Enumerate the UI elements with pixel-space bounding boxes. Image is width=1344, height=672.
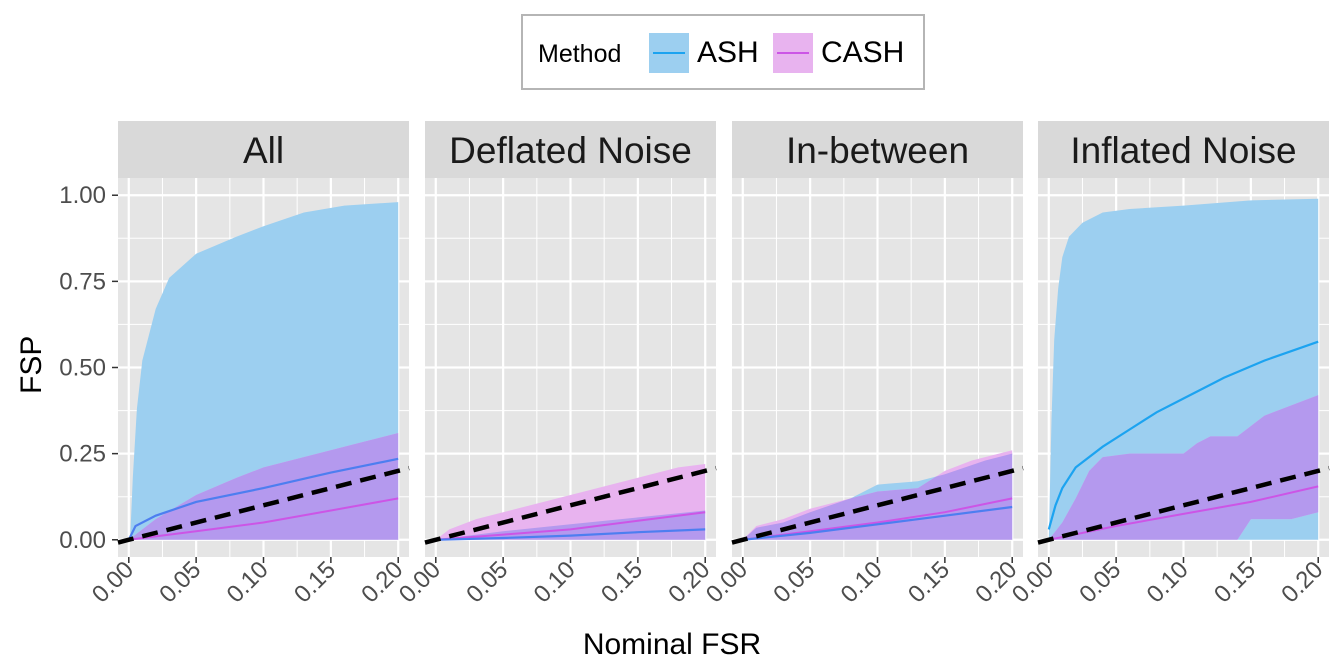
ash-line: [742, 505, 1013, 541]
x-tick-label: 0.10: [1142, 556, 1194, 608]
y-tick-label: 0.75: [59, 268, 106, 295]
cash-line: [435, 511, 706, 541]
panel-title: Inflated Noise: [1070, 130, 1296, 171]
ash-line: [435, 528, 706, 541]
x-tick-label: 0.15: [596, 556, 648, 608]
legend: Method ASH CASH: [521, 14, 925, 90]
x-tick-label: 0.05: [154, 556, 206, 608]
x-tick-label: 0.15: [903, 556, 955, 608]
legend-key-cash: [773, 33, 813, 73]
legend-label-ash: ASH: [697, 36, 759, 69]
x-tick-label: 0.15: [1209, 556, 1261, 608]
x-tick-label: 0.00: [701, 556, 753, 608]
y-axis-label: FSP: [15, 335, 48, 394]
panel-inflated-noise: Inflated Noise 0.00 0.05 0.10 0.15 0.20: [1007, 121, 1330, 608]
y-tick-label: 0.25: [59, 441, 106, 468]
cash-line: [742, 497, 1013, 541]
y-tick-label: 1.00: [59, 182, 106, 209]
x-tick-label: 0.05: [768, 556, 820, 608]
x-tick-label: 0.00: [1007, 556, 1059, 608]
y-tick-label: 0.50: [59, 355, 106, 382]
x-tick-label: 0.10: [529, 556, 581, 608]
ash-line: [127, 457, 399, 541]
legend-key-ash-line: [653, 52, 685, 54]
x-tick-label: 0.10: [222, 556, 274, 608]
x-tick-label: 0.10: [836, 556, 888, 608]
x-tick-label: 0.00: [394, 556, 446, 608]
legend-key-cash-line: [777, 52, 809, 54]
panel-strip: [1038, 121, 1329, 178]
x-tick-label: 0.20: [1276, 556, 1328, 608]
panel-strip: [425, 121, 716, 178]
legend-title: Method: [538, 40, 622, 68]
x-tick-label: 0.05: [461, 556, 513, 608]
panel-title: All: [243, 130, 284, 171]
reference-line: [117, 465, 410, 545]
legend-key-ash: [649, 33, 689, 73]
reference-line: [1037, 465, 1330, 545]
reference-line: [424, 465, 717, 545]
panel-strip: [732, 121, 1023, 178]
cash-line: [128, 497, 399, 541]
panel-title: Deflated Noise: [449, 130, 692, 171]
x-tick-label: 0.15: [289, 556, 341, 608]
band-overlap: [1048, 395, 1319, 540]
legend-label-cash: CASH: [821, 36, 905, 69]
ash-line: [1047, 340, 1319, 530]
panel-strip: [118, 121, 409, 178]
panel-title: In-between: [786, 130, 969, 171]
y-tick-label: 0.00: [59, 527, 106, 554]
reference-line: [731, 465, 1024, 545]
x-tick-label: 0.00: [87, 556, 139, 608]
x-axis-label: Nominal FSR: [582, 628, 762, 661]
x-tick-label: 0.05: [1074, 556, 1126, 608]
